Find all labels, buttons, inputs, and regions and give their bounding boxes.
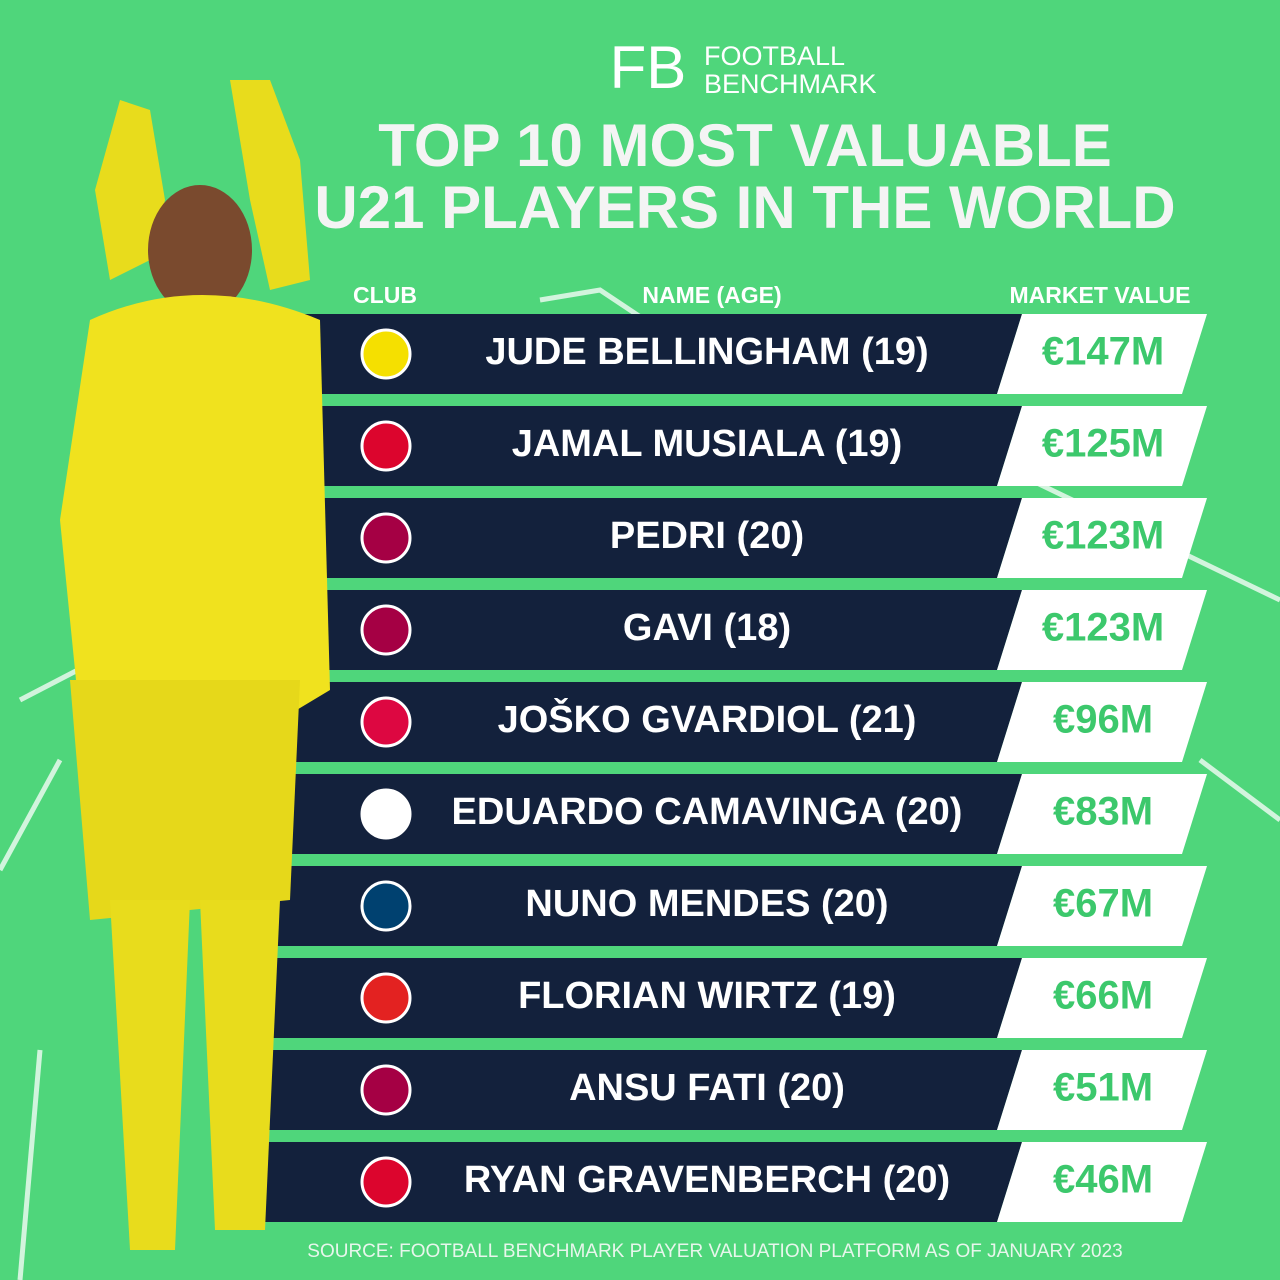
player-name: JAMAL MUSIALA (19) (512, 423, 903, 465)
column-header: MARKET VALUE (1009, 282, 1190, 308)
row-bar (265, 774, 1022, 854)
value-box (997, 406, 1207, 486)
club-badge (360, 972, 412, 1024)
market-value: €67M (1053, 882, 1153, 926)
value-box (997, 590, 1207, 670)
row-bar (265, 314, 1022, 394)
player-name: JUDE BELLINGHAM (19) (485, 331, 928, 373)
player-name: ANSU FATI (20) (569, 1067, 845, 1109)
player-name: EDUARDO CAMAVINGA (20) (452, 791, 963, 833)
club-badge (360, 420, 412, 472)
column-header: CLUB (353, 282, 417, 308)
brand: FB FOOTBALL BENCHMARK (610, 34, 877, 101)
row-bar (265, 958, 1022, 1038)
title: U21 PLAYERS IN THE WORLD (314, 174, 1175, 241)
column-header: NAME (AGE) (642, 282, 781, 308)
club-badge (360, 788, 412, 840)
market-value: €147M (1042, 330, 1164, 374)
player-name: RYAN GRAVENBERCH (20) (464, 1159, 950, 1201)
value-box (997, 866, 1207, 946)
club-badge (360, 1064, 412, 1116)
club-badge (360, 1156, 412, 1208)
player-name: GAVI (18) (623, 607, 791, 649)
row-bar (265, 1142, 1022, 1222)
market-value: €96M (1053, 698, 1153, 742)
brand-line: BENCHMARK (704, 69, 877, 99)
row-bar (265, 866, 1022, 946)
value-box (997, 1050, 1207, 1130)
club-badge (360, 696, 412, 748)
market-value: €46M (1053, 1158, 1153, 1202)
brand-mark: FB (610, 34, 687, 101)
market-value: €123M (1042, 606, 1164, 650)
table: CLUB NAME (AGE) MARKET VALUE JUDE BELLINGHA… (265, 282, 1207, 1222)
player-name: JOŠKO GVARDIOL (21) (498, 696, 917, 741)
value-box (997, 314, 1207, 394)
player-name: NUNO MENDES (20) (525, 883, 888, 925)
club-badge (360, 512, 412, 564)
value-box (997, 774, 1207, 854)
player-name: FLORIAN WIRTZ (19) (518, 975, 896, 1017)
value-box (997, 682, 1207, 762)
club-badge (360, 880, 412, 932)
club-badge (360, 604, 412, 656)
market-value: €51M (1053, 1066, 1153, 1110)
market-value: €83M (1053, 790, 1153, 834)
brand-line: FOOTBALL (704, 41, 845, 71)
row-bar (265, 406, 1022, 486)
row-bar (265, 1050, 1022, 1130)
source-note: SOURCE: FOOTBALL BENCHMARK PLAYER VALUAT… (307, 1241, 1122, 1262)
market-value: €66M (1053, 974, 1153, 1018)
market-value: €125M (1042, 422, 1164, 466)
player (60, 80, 330, 1250)
title: TOP 10 MOST VALUABLE (378, 112, 1111, 179)
row-bar (265, 682, 1022, 762)
row-bar (265, 498, 1022, 578)
club-badge (360, 328, 412, 380)
value-box (997, 958, 1207, 1038)
player-name: PEDRI (20) (610, 515, 804, 557)
row-bar (265, 590, 1022, 670)
market-value: €123M (1042, 514, 1164, 558)
value-box (997, 1142, 1207, 1222)
value-box (997, 498, 1207, 578)
